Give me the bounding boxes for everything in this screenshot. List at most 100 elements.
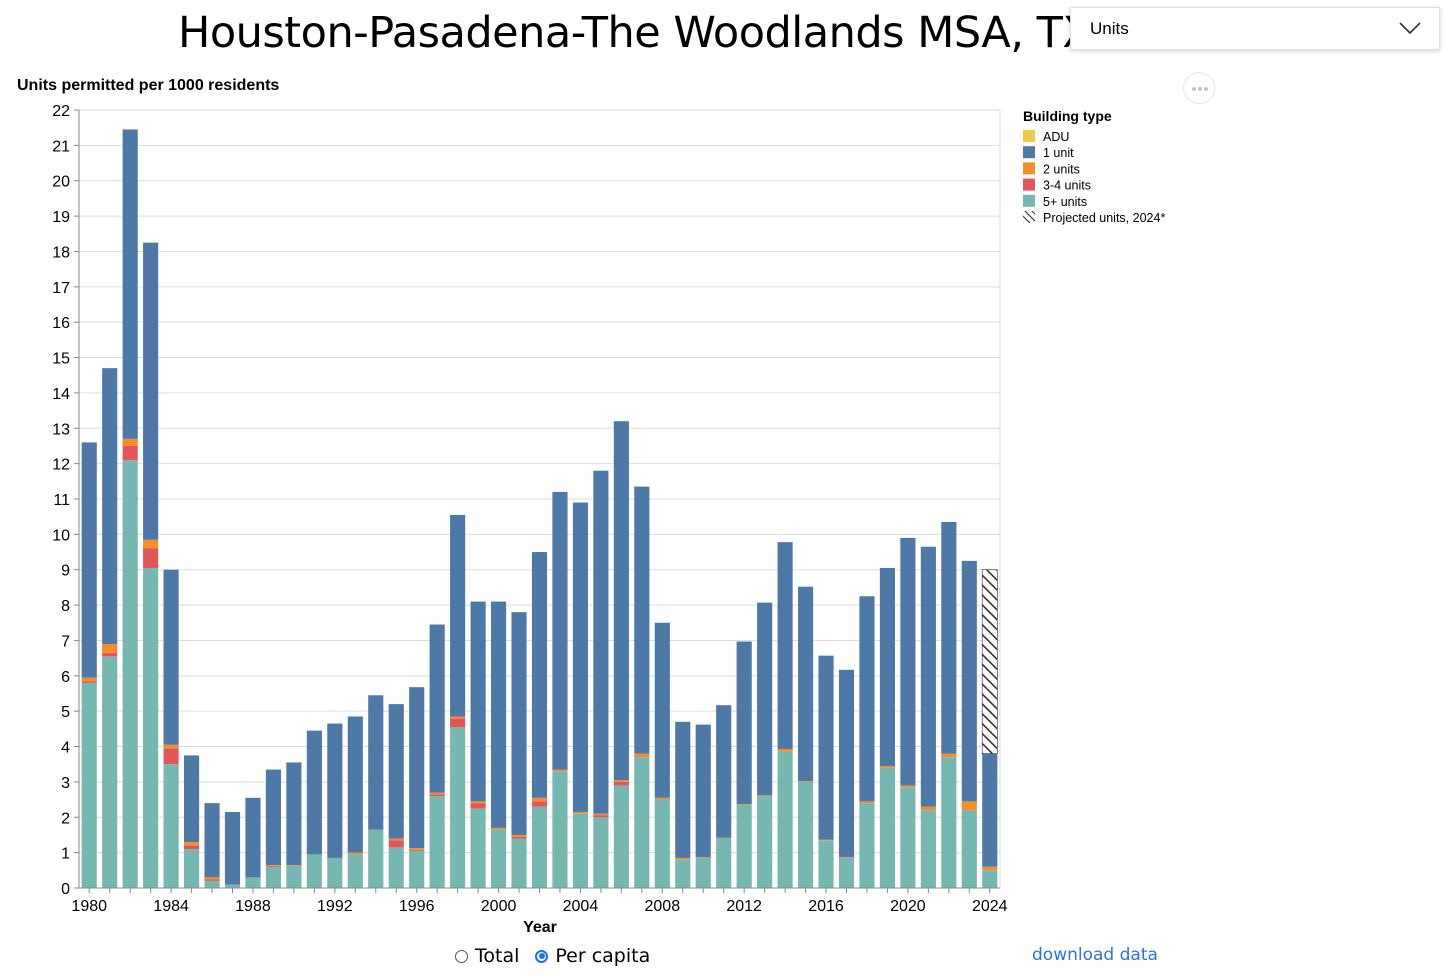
bar-1-unit-1989[interactable]: [265, 769, 282, 866]
bar-3-4-units-1996[interactable]: [409, 849, 425, 851]
bar-2-units-1997[interactable]: [429, 792, 445, 795]
bar-5-units-2001[interactable]: [511, 838, 527, 888]
bar-3-4-units-2006[interactable]: [613, 781, 629, 786]
bar-1-unit-1985[interactable]: [183, 755, 200, 843]
bar-projected-2024[interactable]: [981, 569, 998, 754]
bar-2-units-2021[interactable]: [920, 806, 936, 811]
bar-1-unit-2011[interactable]: [716, 705, 732, 838]
bar-2-units-2005[interactable]: [593, 813, 609, 816]
bar-5-units-2008[interactable]: [654, 799, 670, 888]
bar-3-4-units-1997[interactable]: [429, 794, 445, 797]
bar-3-4-units-1983[interactable]: [143, 548, 159, 568]
bar-2-units-2006[interactable]: [613, 780, 629, 782]
bar-1-unit-2014[interactable]: [777, 542, 793, 750]
bar-1-unit-2015[interactable]: [797, 586, 814, 782]
bar-1-unit-2009[interactable]: [675, 721, 691, 858]
bar-1-unit-2016[interactable]: [818, 655, 834, 840]
bar-1-unit-2022[interactable]: [941, 521, 957, 754]
bar-1-unit-1986[interactable]: [204, 803, 220, 878]
bar-1-unit-1996[interactable]: [409, 687, 425, 849]
bar-2-units-1982[interactable]: [122, 438, 138, 446]
radio-total[interactable]: Total: [455, 945, 519, 967]
bar-1-unit-1995[interactable]: [388, 704, 404, 839]
bar-2-units-1999[interactable]: [470, 801, 486, 804]
building-units-dropdown[interactable]: Units: [1070, 7, 1440, 50]
bar-1-unit-2001[interactable]: [511, 612, 527, 835]
bar-2-units-1990[interactable]: [286, 865, 302, 866]
bar-5-units-2009[interactable]: [675, 859, 691, 888]
bar-2-units-1981[interactable]: [102, 643, 118, 653]
bar-3-4-units-1998[interactable]: [450, 718, 466, 728]
bar-1-unit-1991[interactable]: [306, 730, 322, 855]
bar-5-units-1985[interactable]: [183, 849, 200, 888]
bar-3-4-units-1984[interactable]: [163, 748, 179, 765]
bar-3-4-units-1986[interactable]: [204, 879, 220, 881]
bar-1-unit-1993[interactable]: [347, 716, 363, 853]
bar-1-unit-1984[interactable]: [163, 569, 179, 745]
bar-2-units-1998[interactable]: [450, 716, 466, 719]
bar-2-units-2018[interactable]: [859, 801, 875, 804]
bar-5-units-2007[interactable]: [634, 757, 650, 888]
bar-2-units-2019[interactable]: [879, 765, 896, 768]
bar-2-units-1993[interactable]: [347, 852, 363, 855]
bar-1-unit-2010[interactable]: [695, 724, 711, 858]
bar-1-unit-2020[interactable]: [900, 537, 916, 786]
bar-5-units-2011[interactable]: [716, 838, 732, 888]
bar-5-units-1981[interactable]: [102, 656, 118, 888]
bar-5-units-2021[interactable]: [920, 810, 936, 888]
bar-3-4-units-2002[interactable]: [531, 801, 548, 807]
bar-2-units-2016[interactable]: [818, 839, 834, 841]
bar-1-unit-1988[interactable]: [245, 797, 261, 878]
bar-2-units-1984[interactable]: [163, 744, 179, 749]
bar-5-units-2003[interactable]: [552, 771, 568, 888]
bar-5-units-1992[interactable]: [327, 857, 343, 888]
bar-2-units-2014[interactable]: [777, 749, 793, 752]
bar-5-units-2024[interactable]: [982, 870, 998, 888]
bar-1-unit-1983[interactable]: [143, 242, 159, 540]
bar-3-4-units-1982[interactable]: [122, 445, 138, 461]
bar-3-4-units-1995[interactable]: [388, 840, 404, 848]
bar-5-units-2010[interactable]: [695, 857, 711, 888]
bar-2-units-2022[interactable]: [941, 753, 957, 758]
bar-2-units-2013[interactable]: [757, 795, 773, 797]
bar-1-unit-1998[interactable]: [450, 514, 466, 717]
bar-1-unit-1980[interactable]: [81, 442, 97, 678]
bar-2-units-1989[interactable]: [265, 865, 282, 866]
bar-1-unit-2018[interactable]: [859, 596, 875, 802]
bar-5-units-2018[interactable]: [859, 803, 875, 888]
bar-2-units-2003[interactable]: [552, 769, 568, 772]
bar-2-units-2020[interactable]: [900, 785, 916, 788]
bar-3-4-units-1985[interactable]: [183, 845, 200, 850]
bar-1-unit-2024[interactable]: [982, 753, 998, 867]
bar-1-unit-2008[interactable]: [654, 622, 670, 798]
bar-5-units-1989[interactable]: [265, 866, 282, 888]
bar-1-unit-2004[interactable]: [572, 502, 589, 812]
bar-2-units-2004[interactable]: [572, 811, 589, 814]
bar-5-units-1983[interactable]: [143, 567, 159, 888]
bar-1-unit-2017[interactable]: [838, 669, 855, 858]
bar-1-unit-2007[interactable]: [634, 486, 650, 754]
bar-3-4-units-2001[interactable]: [511, 836, 527, 839]
bar-1-unit-2013[interactable]: [757, 602, 773, 796]
bar-5-units-2019[interactable]: [879, 767, 896, 888]
bar-5-units-1991[interactable]: [306, 854, 322, 888]
bar-5-units-2016[interactable]: [818, 840, 834, 888]
bar-1-unit-2005[interactable]: [593, 470, 609, 814]
bar-5-units-2017[interactable]: [838, 857, 855, 888]
bar-2-units-2009[interactable]: [675, 857, 691, 860]
bar-2-units-2002[interactable]: [531, 797, 548, 802]
bar-5-units-1987[interactable]: [224, 884, 241, 888]
radio-per-capita[interactable]: Per capita: [535, 945, 650, 967]
bar-2-units-2012[interactable]: [736, 804, 752, 805]
bar-1-unit-1994[interactable]: [368, 695, 384, 830]
bar-3-4-units-1999[interactable]: [470, 803, 486, 809]
bar-5-units-1996[interactable]: [409, 850, 425, 888]
more-options-button[interactable]: [1183, 72, 1215, 104]
bar-5-units-2022[interactable]: [941, 757, 957, 888]
bar-3-4-units-1980[interactable]: [81, 681, 97, 683]
bar-3-4-units-1989[interactable]: [265, 865, 282, 867]
bar-2-units-1996[interactable]: [409, 848, 425, 850]
bar-5-units-1997[interactable]: [429, 796, 445, 888]
bar-5-units-2004[interactable]: [572, 813, 589, 888]
bar-1-unit-2023[interactable]: [961, 560, 977, 802]
